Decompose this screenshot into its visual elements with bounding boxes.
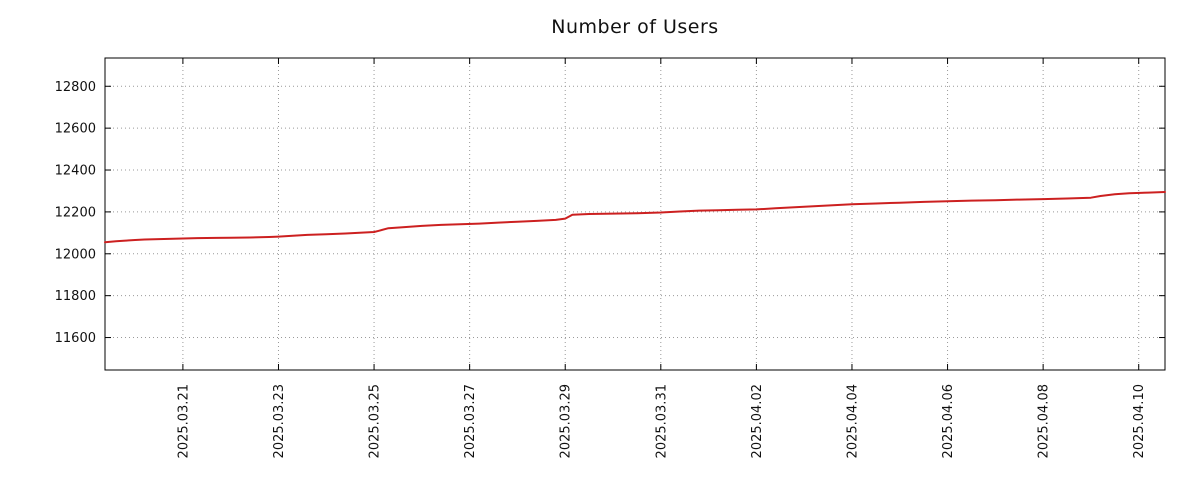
x-axis-tick-label: 2025.03.21: [176, 384, 191, 458]
y-axis-tick-label: 11600: [55, 331, 96, 346]
plot-border: [104, 57, 1166, 371]
x-axis-tick-label: 2025.04.02: [750, 384, 765, 458]
y-axis-tick-label: 12200: [55, 205, 96, 220]
x-axis-tick-label: 2025.04.10: [1132, 384, 1147, 458]
y-axis-tick-label: 12800: [55, 80, 96, 95]
x-axis-tick-label: 2025.04.04: [845, 384, 860, 458]
y-axis-tick-label: 12600: [55, 122, 96, 137]
x-axis-tick-label: 2025.03.25: [368, 384, 383, 458]
x-axis-tick-label: 2025.03.29: [559, 384, 574, 458]
x-axis-tick-label: 2025.04.06: [941, 384, 956, 458]
y-axis-tick-label: 12000: [55, 247, 96, 262]
x-axis-tick-label: 2025.04.08: [1037, 384, 1052, 458]
x-axis-tick-label: 2025.03.27: [463, 384, 478, 458]
series-line-users: [104, 191, 1166, 244]
x-axis-tick-label: 2025.03.23: [272, 384, 287, 458]
x-axis-tick-label: 2025.03.31: [654, 384, 669, 458]
chart-title: Number of Users: [551, 16, 719, 38]
y-axis-tick-label: 11800: [55, 289, 96, 304]
y-axis-tick-label: 12400: [55, 164, 96, 179]
